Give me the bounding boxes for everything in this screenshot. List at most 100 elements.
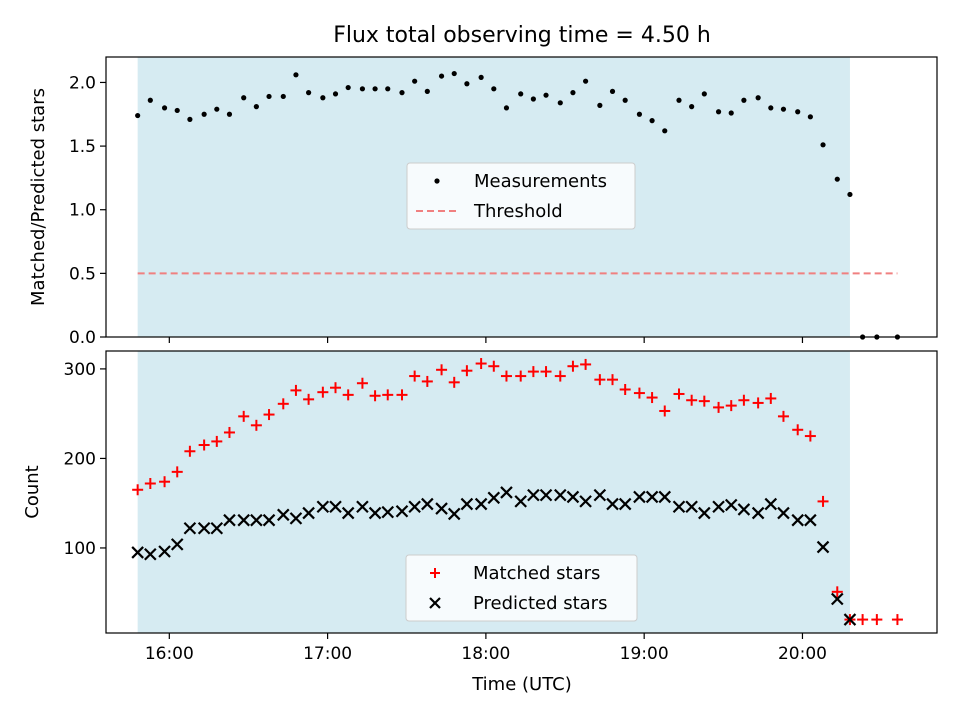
predicted-star-point-b xyxy=(302,506,315,520)
matched-star-point xyxy=(659,405,671,417)
predicted-star-point-b xyxy=(514,495,527,508)
predicted-star-point-b xyxy=(131,546,144,559)
predicted-star-point-b xyxy=(500,486,513,499)
predicted-star-point-b xyxy=(672,500,686,514)
predicted-star-point-b xyxy=(356,500,369,514)
measurements-legend-marker xyxy=(434,178,440,184)
predicted-star-point xyxy=(500,486,513,499)
predicted-star-point-b xyxy=(764,497,778,511)
matched-star-point xyxy=(500,370,512,382)
predicted-star-point xyxy=(223,513,236,527)
predicted-star-point xyxy=(277,508,290,522)
predicted-star-point xyxy=(316,500,330,514)
matched-star-point xyxy=(250,419,262,431)
matched-star-point xyxy=(580,358,592,370)
measurement-point xyxy=(253,104,259,110)
measurement-point xyxy=(780,106,787,112)
bottom-y-tick-label: 300 xyxy=(64,360,96,380)
predicted-star-point-b xyxy=(223,513,236,527)
measurement-point xyxy=(847,191,853,198)
measurement-point xyxy=(280,93,286,100)
measurement-point xyxy=(820,142,826,148)
predicted-star-point-b xyxy=(527,488,540,502)
predicted-star-point xyxy=(487,491,501,505)
top-panel: 0.0 0.5 1.0 1.5 2.0 Flux total observing tim… xyxy=(28,23,938,348)
measurement-point xyxy=(424,88,430,94)
bottom-y-ticks: 100 200 300 xyxy=(64,360,106,559)
predicted-star-point-b xyxy=(658,490,672,504)
predicted-star-point-b xyxy=(633,490,646,504)
matched-star-point xyxy=(461,365,473,377)
matched-stars-legend-label: Matched stars xyxy=(473,563,600,584)
predicted-star-point-b xyxy=(277,508,290,522)
predicted-star-point-b xyxy=(816,540,830,554)
measurement-point xyxy=(570,90,576,96)
predicted-star-point xyxy=(289,512,303,525)
predicted-star-point xyxy=(831,592,844,606)
predicted-star-point xyxy=(804,513,817,527)
matched-star-point xyxy=(263,409,275,421)
top-y-tick-label: 1.5 xyxy=(69,137,96,157)
predicted-star-point-b xyxy=(751,506,765,520)
matched-star-point xyxy=(238,410,250,422)
predicted-star-point xyxy=(645,490,659,504)
bottom-x-tick-label: 16:00 xyxy=(145,644,194,664)
measurement-point xyxy=(795,109,801,115)
predicted-star-point xyxy=(712,500,725,514)
predicted-star-point-b xyxy=(685,500,698,514)
predicted-star-point xyxy=(593,488,607,502)
measurement-point xyxy=(728,110,734,116)
measurement-point xyxy=(187,116,193,122)
matched-star-point xyxy=(891,614,903,626)
measurement-point xyxy=(701,91,707,97)
predicted-star-point-b xyxy=(421,497,434,511)
matched-star-point xyxy=(777,410,789,422)
predicted-star-point-b xyxy=(724,498,738,512)
measurement-point xyxy=(649,118,655,124)
predicted-star-point-b xyxy=(408,500,421,514)
measurement-point xyxy=(715,109,722,115)
matched-star-point xyxy=(725,400,737,412)
measurement-point xyxy=(543,92,549,98)
measurement-point xyxy=(609,88,616,94)
bottom-x-tick-label: 17:00 xyxy=(303,644,352,664)
predicted-star-point xyxy=(158,545,171,558)
predicted-star-point-b xyxy=(593,488,607,502)
measurements-legend-label: Measurements xyxy=(474,171,607,192)
matched-star-point xyxy=(421,375,433,387)
measurement-point xyxy=(201,111,207,117)
matched-star-point xyxy=(448,376,460,388)
matched-star-point xyxy=(198,439,210,451)
matched-star-point xyxy=(475,358,487,370)
matched-star-point xyxy=(554,370,566,382)
matched-star-point xyxy=(686,394,698,406)
matched-star-point xyxy=(132,484,144,496)
predicted-star-point xyxy=(395,504,409,518)
bottom-y-tick-label: 200 xyxy=(64,449,96,469)
predicted-star-point-b xyxy=(341,506,355,520)
matched-star-point xyxy=(342,389,354,401)
predicted-star-point xyxy=(698,506,711,520)
predicted-star-point xyxy=(606,497,619,511)
bottom-legend: Matched stars Predicted stars xyxy=(405,554,638,622)
predicted-star-point-b xyxy=(831,592,844,606)
measurement-point xyxy=(241,95,247,101)
matched-star-point xyxy=(698,395,710,407)
predicted-star-point-b xyxy=(579,495,592,508)
matched-star-point xyxy=(211,435,223,447)
measurement-point xyxy=(399,90,405,96)
matched-star-point xyxy=(436,364,448,376)
measurement-points xyxy=(135,70,901,340)
predicted-star-point xyxy=(777,506,790,520)
matched-stars-legend-marker xyxy=(430,568,440,578)
predicted-star-point-b xyxy=(843,613,857,626)
measurement-point xyxy=(306,90,312,96)
matched-star-point xyxy=(752,397,764,409)
matched-star-point xyxy=(159,476,171,488)
predicted-star-point xyxy=(262,513,276,527)
top-y-tick-label: 2.0 xyxy=(69,73,96,93)
predicted-star-point-b xyxy=(804,513,817,527)
measurement-point xyxy=(147,97,153,103)
measurement-point xyxy=(359,86,366,92)
